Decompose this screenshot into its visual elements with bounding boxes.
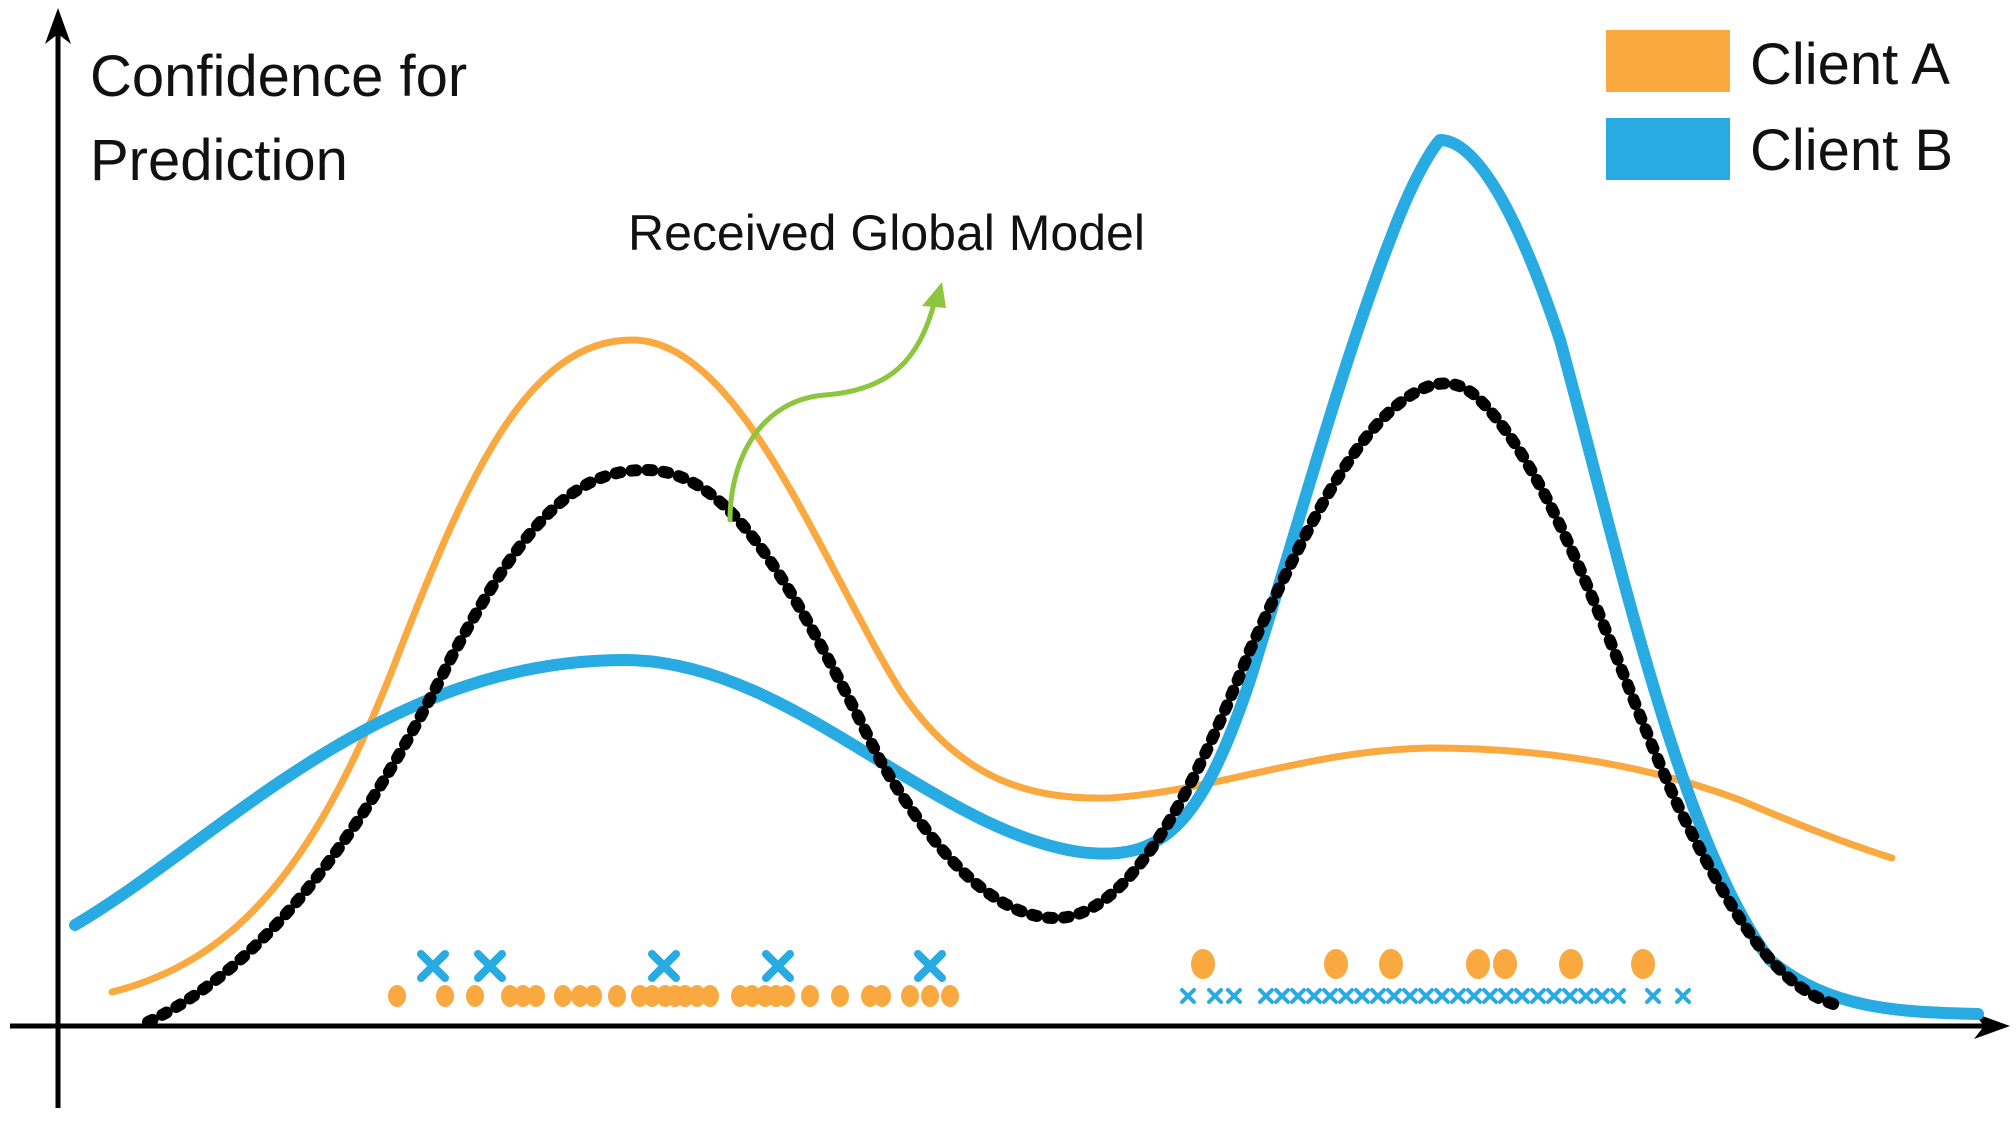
client-b-sample-cross [762, 950, 794, 982]
client-b-sample-cross [1386, 988, 1402, 1004]
client-a-sample-dot [1324, 949, 1348, 979]
y-axis-label-line1: Confidence for [90, 44, 467, 109]
client-b-sample-cross [1274, 988, 1290, 1004]
legend-label-client-b: Client B [1750, 118, 1953, 183]
client-b-sample-cross [1207, 988, 1223, 1004]
client-a-sample-dot [1466, 949, 1490, 979]
legend-label-client-a: Client A [1750, 32, 1950, 97]
client-b-sample-cross [1645, 988, 1661, 1004]
client-b-sample-cross [1402, 988, 1418, 1004]
client-a-sample-dot [527, 985, 545, 1007]
client-a-sample-dot [608, 985, 626, 1007]
client-b-sample-cross [1338, 988, 1354, 1004]
client-a-sample-dot [743, 985, 761, 1007]
client-b-sample-cross [1322, 988, 1338, 1004]
annotation-arrowhead [922, 282, 946, 308]
annotation-arrow [727, 282, 946, 523]
client-a-sample-dot [1379, 949, 1403, 979]
client-a-sample-dot [466, 985, 484, 1007]
client-b-sample-cross [648, 950, 680, 982]
client-a-sample-dot [584, 985, 602, 1007]
curves [69, 134, 1984, 1028]
client-b-sample-cross [1482, 988, 1498, 1004]
client-b-sample-cross [1226, 988, 1242, 1004]
client-b-sample-cross [1434, 988, 1450, 1004]
client-b-sample-cross [1546, 988, 1562, 1004]
x-axis-arrowhead [1974, 1013, 2010, 1039]
client-a-sample-dot [777, 985, 795, 1007]
client-b-sample-cross [1530, 988, 1546, 1004]
y-axis-arrowhead [45, 8, 71, 44]
client-a-sample-dot [1191, 949, 1215, 979]
client-b-sample-cross [1306, 988, 1322, 1004]
legend-swatch-client-b [1606, 118, 1730, 180]
client-b-sample-cross [1498, 988, 1514, 1004]
y-axis-label-line2: Prediction [90, 128, 348, 193]
client-a-sample-dot [873, 985, 891, 1007]
client-a-curve [108, 336, 1896, 996]
client-b-sample-cross [1258, 988, 1274, 1004]
client-a-sample-dot [901, 985, 919, 1007]
client-b-sample-cross [1466, 988, 1482, 1004]
client-b-sample-cross [1450, 988, 1466, 1004]
client-a-sample-dot [1559, 949, 1583, 979]
client-a-sample-dot [554, 985, 572, 1007]
axes [10, 8, 2010, 1108]
data-marks [388, 949, 1691, 1007]
client-b-sample-cross [474, 950, 506, 982]
client-b-curve [69, 134, 1984, 1020]
client-b-sample-cross [1610, 988, 1626, 1004]
client-a-sample-dot [941, 985, 959, 1007]
client-b-sample-cross [417, 950, 449, 982]
client-a-sample-dot [436, 985, 454, 1007]
client-a-sample-dot [831, 985, 849, 1007]
client-a-sample-dot [1631, 949, 1655, 979]
client-b-sample-cross [1180, 988, 1196, 1004]
client-a-sample-dot [801, 985, 819, 1007]
client-a-sample-dot [1493, 949, 1517, 979]
client-b-sample-cross [1594, 988, 1610, 1004]
client-b-sample-cross [1578, 988, 1594, 1004]
client-b-sample-cross [914, 950, 946, 982]
global-model-curve [142, 377, 1846, 1028]
client-a-sample-dot [701, 985, 719, 1007]
annotation-arrow-shaft [727, 297, 938, 523]
client-b-sample-cross [1675, 988, 1691, 1004]
client-a-sample-dot [688, 985, 706, 1007]
client-b-sample-cross [1354, 988, 1370, 1004]
client-b-sample-cross [1562, 988, 1578, 1004]
client-a-sample-dot [514, 985, 532, 1007]
client-b-sample-cross [1370, 988, 1386, 1004]
client-a-sample-dot [571, 985, 589, 1007]
legend: Client A Client B [1606, 30, 1953, 183]
client-a-sample-dot [388, 985, 406, 1007]
legend-swatch-client-a [1606, 30, 1730, 92]
client-a-sample-dot [921, 985, 939, 1007]
client-b-sample-cross [1418, 988, 1434, 1004]
annotation-label: Received Global Model [628, 205, 1145, 261]
client-b-sample-cross [1514, 988, 1530, 1004]
client-a-sample-dot [643, 985, 661, 1007]
client-a-sample-dot [501, 985, 519, 1007]
client-b-sample-cross [1290, 988, 1306, 1004]
